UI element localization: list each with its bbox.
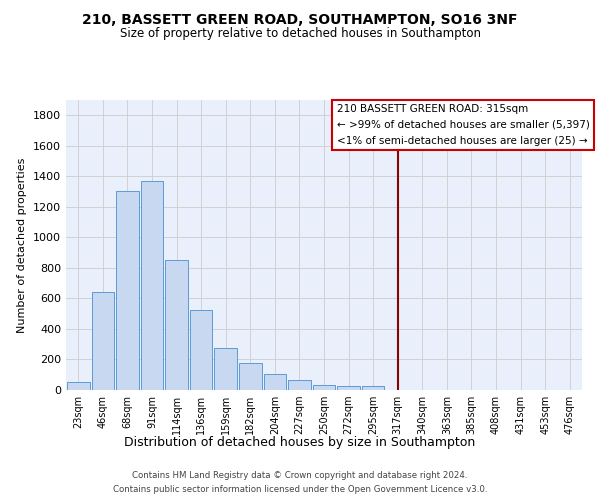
Text: 210 BASSETT GREEN ROAD: 315sqm
← >99% of detached houses are smaller (5,397)
<1%: 210 BASSETT GREEN ROAD: 315sqm ← >99% of…: [337, 104, 590, 146]
Bar: [239, 364, 262, 390]
Bar: [263, 374, 286, 390]
Text: Contains public sector information licensed under the Open Government Licence v3: Contains public sector information licen…: [113, 486, 487, 494]
Bar: [288, 380, 311, 390]
Text: Distribution of detached houses by size in Southampton: Distribution of detached houses by size …: [124, 436, 476, 449]
Bar: [165, 260, 188, 390]
Bar: [313, 384, 335, 390]
Bar: [190, 310, 212, 390]
Bar: [337, 386, 360, 390]
Bar: [214, 348, 237, 390]
Bar: [362, 386, 385, 390]
Text: 210, BASSETT GREEN ROAD, SOUTHAMPTON, SO16 3NF: 210, BASSETT GREEN ROAD, SOUTHAMPTON, SO…: [82, 12, 518, 26]
Text: Contains HM Land Registry data © Crown copyright and database right 2024.: Contains HM Land Registry data © Crown c…: [132, 472, 468, 480]
Bar: [140, 181, 163, 390]
Text: Size of property relative to detached houses in Southampton: Size of property relative to detached ho…: [119, 28, 481, 40]
Y-axis label: Number of detached properties: Number of detached properties: [17, 158, 28, 332]
Bar: [67, 382, 89, 390]
Bar: [92, 292, 114, 390]
Bar: [116, 191, 139, 390]
